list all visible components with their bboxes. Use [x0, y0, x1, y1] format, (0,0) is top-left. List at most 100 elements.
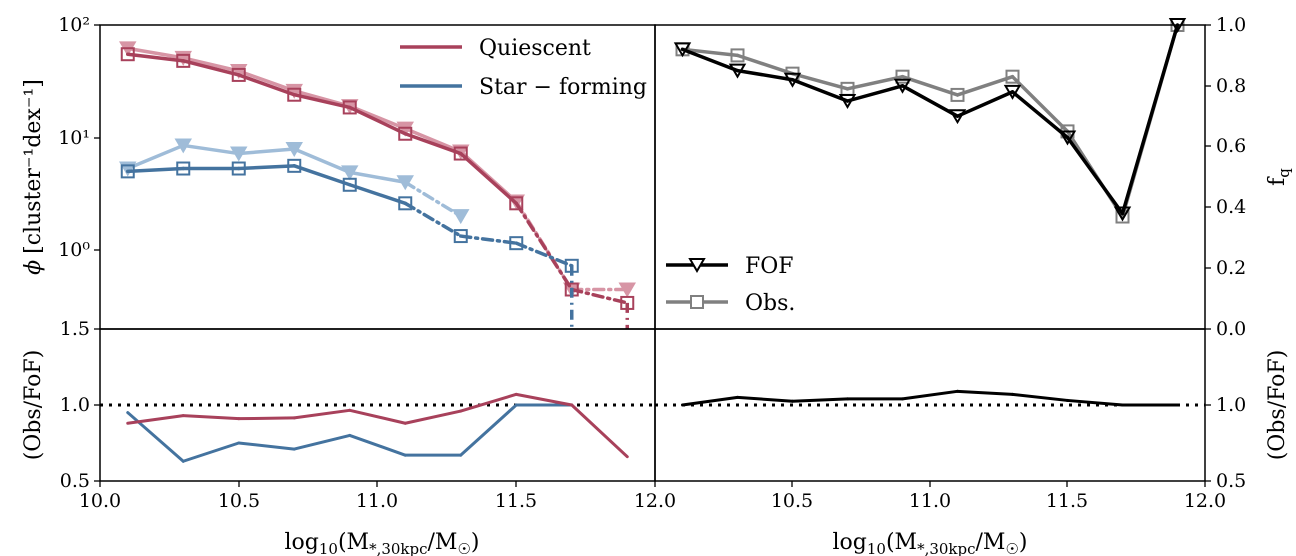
- fq-fof-line-marker: [1113, 206, 1132, 222]
- legend-quiescent-label: Quiescent: [479, 36, 591, 61]
- tr-ytick-0-8: 0.8: [1216, 75, 1246, 97]
- fq-fof-line-segment: [1065, 135, 1125, 216]
- star-forming-obs-line-marker: [342, 177, 357, 192]
- fq-fof-line-segment: [790, 77, 850, 103]
- star-forming-obs-line-segment: [348, 183, 407, 206]
- fq-fof-line-marker: [728, 63, 747, 79]
- fq-obs-line-marker: [1005, 69, 1020, 84]
- fq-obs-line-segment: [900, 74, 960, 97]
- star-forming-fof-line-segment: [181, 143, 241, 156]
- ratio-quiescent-line-segment: [403, 409, 463, 425]
- quiescent-obs-line-marker: [398, 126, 413, 141]
- quiescent-obs-line-marker: [509, 196, 524, 211]
- quiescent-obs-line-segment: [237, 73, 296, 97]
- quiescent-fof-line-segment: [237, 69, 296, 93]
- quiescent-obs-line-segment: [459, 151, 518, 206]
- quiescent-obs-line-marker: [120, 47, 135, 62]
- star-forming-fof-line-marker: [230, 146, 248, 162]
- quiescent-obs-line-marker: [176, 53, 191, 68]
- tr-ytick-1-0: 1.0: [1216, 14, 1246, 36]
- br-ytick-1-0: 1.0: [1216, 394, 1246, 416]
- fq-fof-line-segment: [845, 84, 905, 103]
- tr-ylabel: fq: [1265, 168, 1293, 186]
- quiescent-fof-line-segment: [348, 104, 407, 131]
- star-forming-obs-line-marker: [398, 196, 413, 211]
- legend-top-left: Quiescent Star − forming: [400, 36, 647, 100]
- star-forming-fof-line-segment: [237, 147, 296, 156]
- fq-fof-line-marker: [948, 109, 967, 125]
- fq-fof-line-segment: [1120, 23, 1180, 216]
- br-xtick-12-0-right: 12.0: [1184, 490, 1226, 512]
- fq-fof-line-marker: [893, 78, 912, 94]
- br-xtick-11-5: 11.5: [1046, 490, 1088, 512]
- ratio-quiescent-line-segment: [126, 414, 185, 425]
- ratio-fq-line-segment: [791, 397, 849, 403]
- bl-ytick-1-5: 1.5: [60, 318, 90, 340]
- bl-xtick-11-5: 11.5: [495, 490, 537, 512]
- ratio-fq-line-segment: [901, 389, 959, 401]
- bl-xlabel: log10(M*,30kpc/M☉): [284, 530, 479, 556]
- ratio-star-forming-line-segment: [459, 403, 518, 457]
- br-xlabel: log10(M*,30kpc/M☉): [832, 530, 1027, 556]
- quiescent-obs-line-segment: [181, 59, 241, 77]
- quiescent-fof-line-marker: [618, 282, 636, 298]
- star-forming-obs-line-segment: [237, 164, 296, 171]
- tl-ylabel: ϕ[cluster⁻¹dex⁻¹]: [21, 79, 46, 275]
- quiescent-fof-line-segment: [126, 46, 185, 60]
- ratio-quiescent-line-segment: [459, 392, 518, 413]
- star-forming-fof-line-segment: [403, 180, 463, 218]
- fq-fof-line-marker: [783, 72, 802, 88]
- bl-xtick-10-5: 10.5: [218, 490, 260, 512]
- ratio-quiescent-line-segment: [348, 408, 407, 425]
- bl-ytick-1-0: 1.0: [60, 394, 90, 416]
- ratio-star-forming-line-segment: [237, 441, 296, 451]
- fq-fof-line-marker: [838, 94, 857, 109]
- tr-ytick-0-2: 0.2: [1216, 257, 1246, 279]
- legend-top-right: FOF Obs.: [666, 254, 795, 316]
- star-forming-obs-line: [120, 158, 579, 273]
- fq-fof-line-marker: [673, 42, 692, 58]
- br-ylabel: (Obs/FoF): [1265, 350, 1290, 461]
- quiescent-obs-line-segment: [292, 92, 352, 110]
- quiescent-obs-line: [120, 47, 635, 310]
- fq-fof-line-marker: [1058, 130, 1077, 146]
- bl-ylabel: (Obs/FoF): [21, 350, 46, 461]
- star-forming-obs-line-marker: [509, 236, 524, 251]
- legend-star-forming-label: Star − forming: [479, 75, 647, 100]
- tl-ytick-100: 10²: [58, 14, 90, 36]
- quiescent-obs-line-segment: [514, 201, 574, 292]
- tr-ytick-0-4: 0.4: [1216, 196, 1246, 218]
- fq-fof-line-segment: [680, 47, 740, 73]
- ratio-fq-line-segment: [956, 389, 1014, 396]
- legend-fof-marker: [688, 258, 706, 273]
- quiescent-fof-line-segment: [403, 126, 463, 154]
- fq-obs-line-segment: [790, 71, 850, 91]
- ratio-quiescent-line-segment: [570, 403, 629, 459]
- star-forming-fof-line-marker: [174, 138, 192, 154]
- ratio-star-forming-line-segment: [292, 433, 352, 451]
- fq-fof-line-segment: [955, 90, 1015, 118]
- quiescent-obs-line-segment: [126, 52, 185, 63]
- quiescent-obs-line-marker: [231, 67, 246, 82]
- quiescent-obs-line-segment: [570, 287, 629, 305]
- legend-obs-marker: [690, 295, 704, 309]
- ratio-fq-line-segment: [736, 395, 794, 403]
- star-forming-fof-line-segment: [126, 143, 185, 171]
- bl-xtick-11-0: 11.0: [356, 490, 398, 512]
- star-forming-fof-line-marker: [396, 175, 414, 191]
- star-forming-obs-line-segment: [514, 241, 574, 268]
- star-forming-fof-line-marker: [452, 209, 470, 225]
- br-xtick-10-5: 10.5: [771, 490, 813, 512]
- tick-marks: [94, 24, 1211, 487]
- legend-obs-label: Obs.: [745, 291, 795, 316]
- tr-ytick-0-6: 0.6: [1216, 135, 1246, 157]
- ratio-quiescent-line-segment: [292, 408, 352, 420]
- tl-ytick-1: 10⁰: [58, 239, 90, 261]
- quiescent-obs-line-marker: [453, 146, 468, 161]
- star-forming-obs-line-segment: [459, 234, 518, 245]
- ratio-quiescent-line-segment: [237, 416, 296, 421]
- ratio-quiescent-line-segment: [514, 392, 574, 407]
- star-forming-obs-line-marker: [287, 158, 302, 173]
- plot-layer: [100, 18, 1205, 463]
